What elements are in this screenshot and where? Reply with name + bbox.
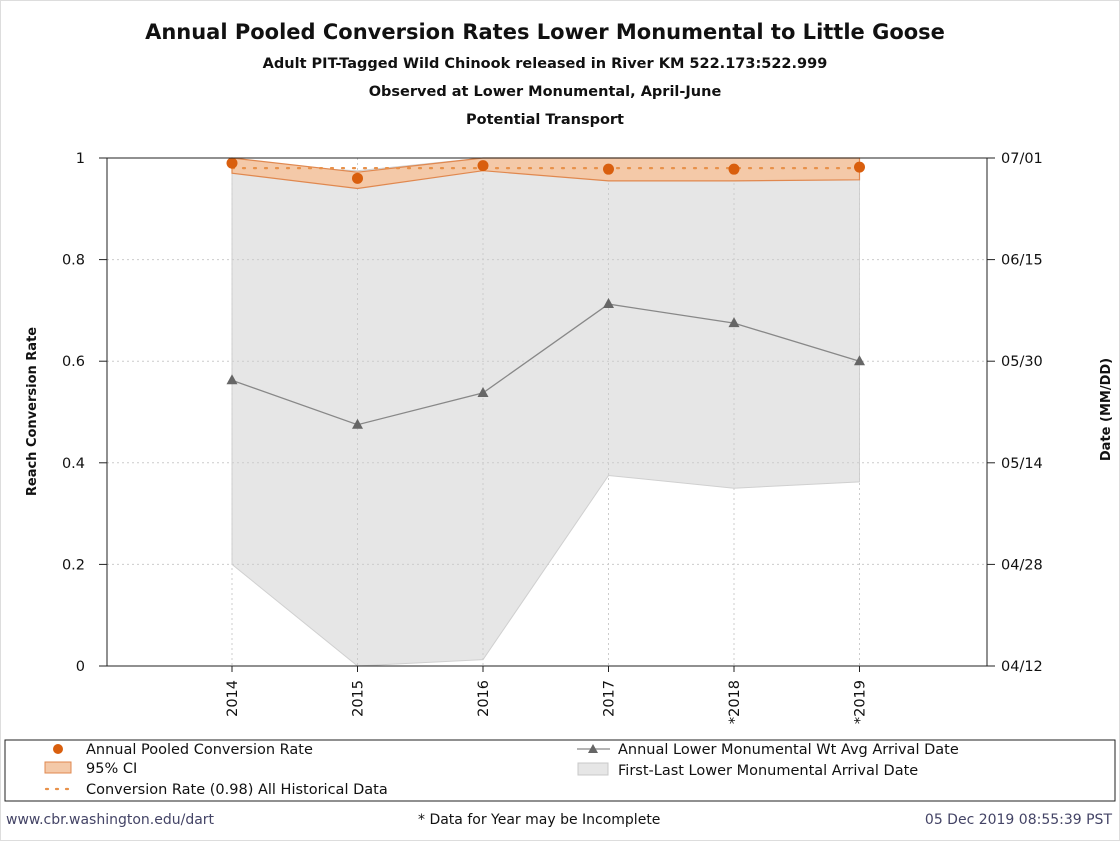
legend-range-swatch <box>577 762 609 776</box>
conversion-rate-point <box>603 163 614 175</box>
conversion-rate-point <box>854 161 865 173</box>
legend-historical-label: Conversion Rate (0.98) All Historical Da… <box>86 782 388 798</box>
y-tick-label: 1 <box>76 151 85 167</box>
conversion-rate-point <box>728 163 740 175</box>
chart-subtitle-3: Potential Transport <box>466 112 624 128</box>
arrival-range-band <box>231 157 860 667</box>
legend-arrival-label: Annual Lower Monumental Wt Avg Arrival D… <box>618 742 959 758</box>
x-tick-label: *2019 <box>853 680 869 724</box>
conversion-rate-point <box>477 160 489 172</box>
chart-subtitle-2: Observed at Lower Monumental, April-June <box>368 84 722 100</box>
legend-box <box>4 739 1116 802</box>
footer-url[interactable]: www.cbr.washington.edu/dart <box>6 812 215 828</box>
y-tick-label: 0.2 <box>62 557 85 573</box>
y2-tick-label: 05/30 <box>1001 354 1043 370</box>
conversion-rate-point <box>352 172 363 184</box>
arrival-avg-line <box>231 303 860 426</box>
legend-ci-label: 95% CI <box>86 761 137 777</box>
y2-tick-label: 07/01 <box>1001 151 1043 167</box>
y2-tick-label: 05/14 <box>1001 456 1043 472</box>
legend-range-label: First-Last Lower Monumental Arrival Date <box>618 763 918 779</box>
arrival-avg-marker <box>477 386 489 397</box>
chart-title: Annual Pooled Conversion Rates Lower Mon… <box>145 20 945 44</box>
legend-arrival-marker <box>588 744 598 753</box>
x-tick-label: *2018 <box>727 680 743 724</box>
footer-note: * Data for Year may be Incomplete <box>418 812 661 828</box>
conversion-rate-point <box>226 157 238 169</box>
legend-rate-label: Annual Pooled Conversion Rate <box>86 742 313 758</box>
y-tick-label: 0 <box>76 659 85 675</box>
plot-border <box>106 157 988 667</box>
legend-ci-swatch <box>44 761 72 774</box>
arrival-avg-marker <box>728 317 740 328</box>
legend-rate-point <box>53 744 63 754</box>
arrival-avg-marker <box>352 418 363 429</box>
y-tick-label: 0.8 <box>62 253 85 269</box>
arrival-avg-marker <box>854 355 865 366</box>
x-tick-label: 2016 <box>476 680 492 717</box>
y2-tick-label: 06/15 <box>1001 253 1043 269</box>
x-tick-label: 2015 <box>351 680 367 717</box>
arrival-avg-marker <box>603 298 614 309</box>
chart-subtitle-1: Adult PIT-Tagged Wild Chinook released i… <box>262 56 828 72</box>
y2-tick-label: 04/12 <box>1001 659 1043 675</box>
y-tick-label: 0.4 <box>62 456 85 472</box>
x-tick-label: 2014 <box>225 680 241 717</box>
y2-tick-label: 04/28 <box>1001 557 1043 573</box>
arrival-avg-marker <box>226 374 238 385</box>
y-tick-label: 0.6 <box>62 354 85 370</box>
x-tick-label: 2017 <box>602 680 618 717</box>
footer-timestamp: 05 Dec 2019 08:55:39 PST <box>924 812 1112 828</box>
